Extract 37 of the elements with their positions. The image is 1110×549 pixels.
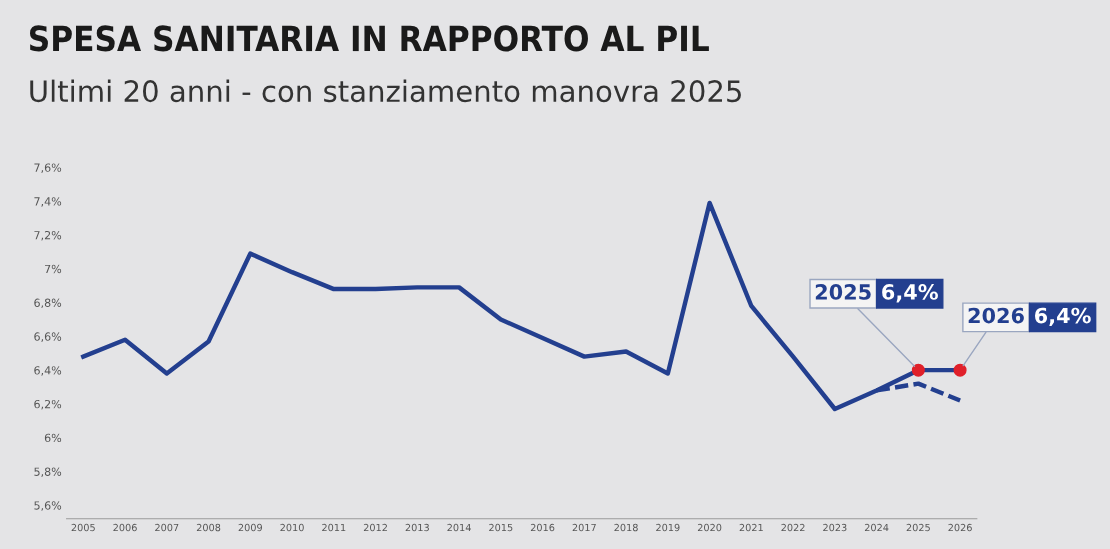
x-tick-label: 2025 [906,523,930,532]
x-tick-label: 2020 [697,523,722,532]
x-tick-label: 2006 [113,523,137,532]
x-tick-label: 2015 [489,523,513,532]
y-tick-label: 6,8% [34,298,62,309]
x-tick-label: 2018 [614,523,638,532]
x-tick-label: 2009 [238,523,262,532]
annotation: 2026 6,4% [968,307,1091,327]
y-tick-label: 7,2% [34,230,62,241]
x-tick-label: 2011 [322,523,346,532]
y-tick-label: 7,6% [34,163,62,173]
y-tick-label: 7,4% [34,197,62,207]
y-tick-label: 6,6% [34,332,62,342]
x-tick-label: 2005 [71,523,95,532]
x-tick-label: 2019 [656,523,680,532]
x-tick-label: 2026 [948,523,972,532]
x-tick-label: 2022 [781,523,805,532]
chart-title: SPESA SANITARIA IN RAPPORTO AL PIL [29,25,709,52]
y-tick-label: 7% [45,264,62,274]
chart-subtitle: Ultimi 20 anni - con stanziamento manovra 2025 [30,79,741,103]
x-tick-label: 2017 [572,523,596,532]
x-tick-label: 2023 [823,523,847,532]
y-tick-label: 6,2% [34,399,62,410]
x-tick-label: 2010 [280,523,304,532]
x-tick-label: 2014 [447,523,471,532]
x-tick-label: 2024 [864,523,889,532]
x-tick-label: 2016 [530,523,555,532]
y-tick-label: 6% [44,433,62,443]
x-tick-label: 2007 [155,523,179,532]
x-tick-label: 2013 [405,523,429,532]
y-tick-label: 5,8% [34,467,62,478]
y-tick-label: 6,4% [34,366,62,376]
x-tick-label: 2008 [196,523,221,532]
x-tick-label: 2021 [739,523,763,532]
y-tick-label: 5,6% [34,501,62,511]
annotation: 2025 6,4% [815,284,938,303]
x-tick-label: 2012 [363,523,387,532]
